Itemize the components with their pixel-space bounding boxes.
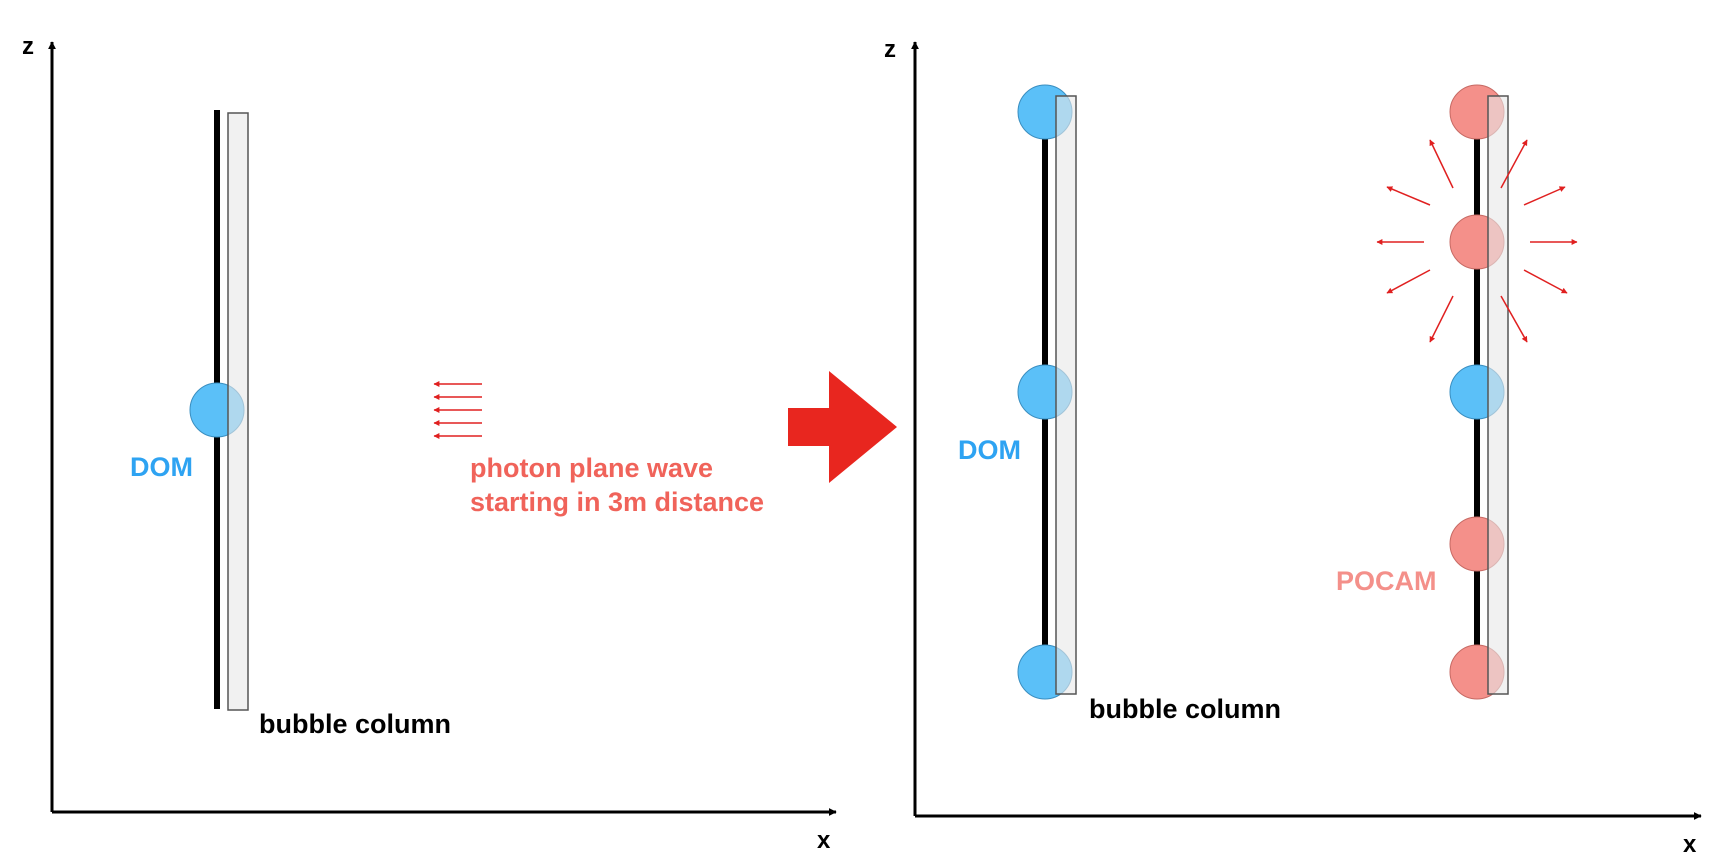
emission-ray — [1429, 139, 1454, 189]
left-dom-label: DOM — [130, 452, 193, 482]
emission-ray — [1523, 186, 1566, 206]
emission-ray — [1386, 186, 1431, 206]
emission-ray — [1429, 295, 1454, 343]
emission-ray — [1500, 139, 1528, 189]
left-panel: z x DOM bubble column photon plane wave … — [22, 33, 837, 854]
right-axes: z x — [884, 36, 1702, 854]
photon-plane-wave-arrows — [433, 381, 482, 439]
right-pocam-string — [1449, 84, 1509, 700]
right-arrow-icon — [788, 371, 897, 483]
right-bubble-column-right — [1487, 95, 1509, 695]
right-dom-string — [1017, 84, 1077, 700]
photon-label-line2: starting in 3m distance — [470, 487, 764, 517]
emission-ray — [1523, 269, 1568, 294]
left-bubble-column — [227, 112, 249, 711]
photon-label-line1: photon plane wave — [470, 453, 713, 483]
right-z-axis-label: z — [884, 36, 896, 63]
pocam-emission-rays — [1376, 139, 1578, 343]
right-bubble-column-left — [1055, 95, 1077, 695]
right-x-axis-label: x — [1683, 831, 1697, 854]
right-bubble-label: bubble column — [1089, 694, 1281, 724]
left-bubble-label: bubble column — [259, 709, 451, 739]
right-panel: z x DOM bubble column POCAM — [884, 36, 1702, 854]
emission-ray — [1500, 295, 1528, 343]
pocam-label: POCAM — [1336, 566, 1437, 596]
left-x-axis-label: x — [817, 827, 831, 854]
emission-ray — [1386, 269, 1431, 294]
right-dom-label: DOM — [958, 435, 1021, 465]
left-z-axis-label: z — [22, 33, 34, 60]
left-axes: z x — [22, 33, 837, 854]
